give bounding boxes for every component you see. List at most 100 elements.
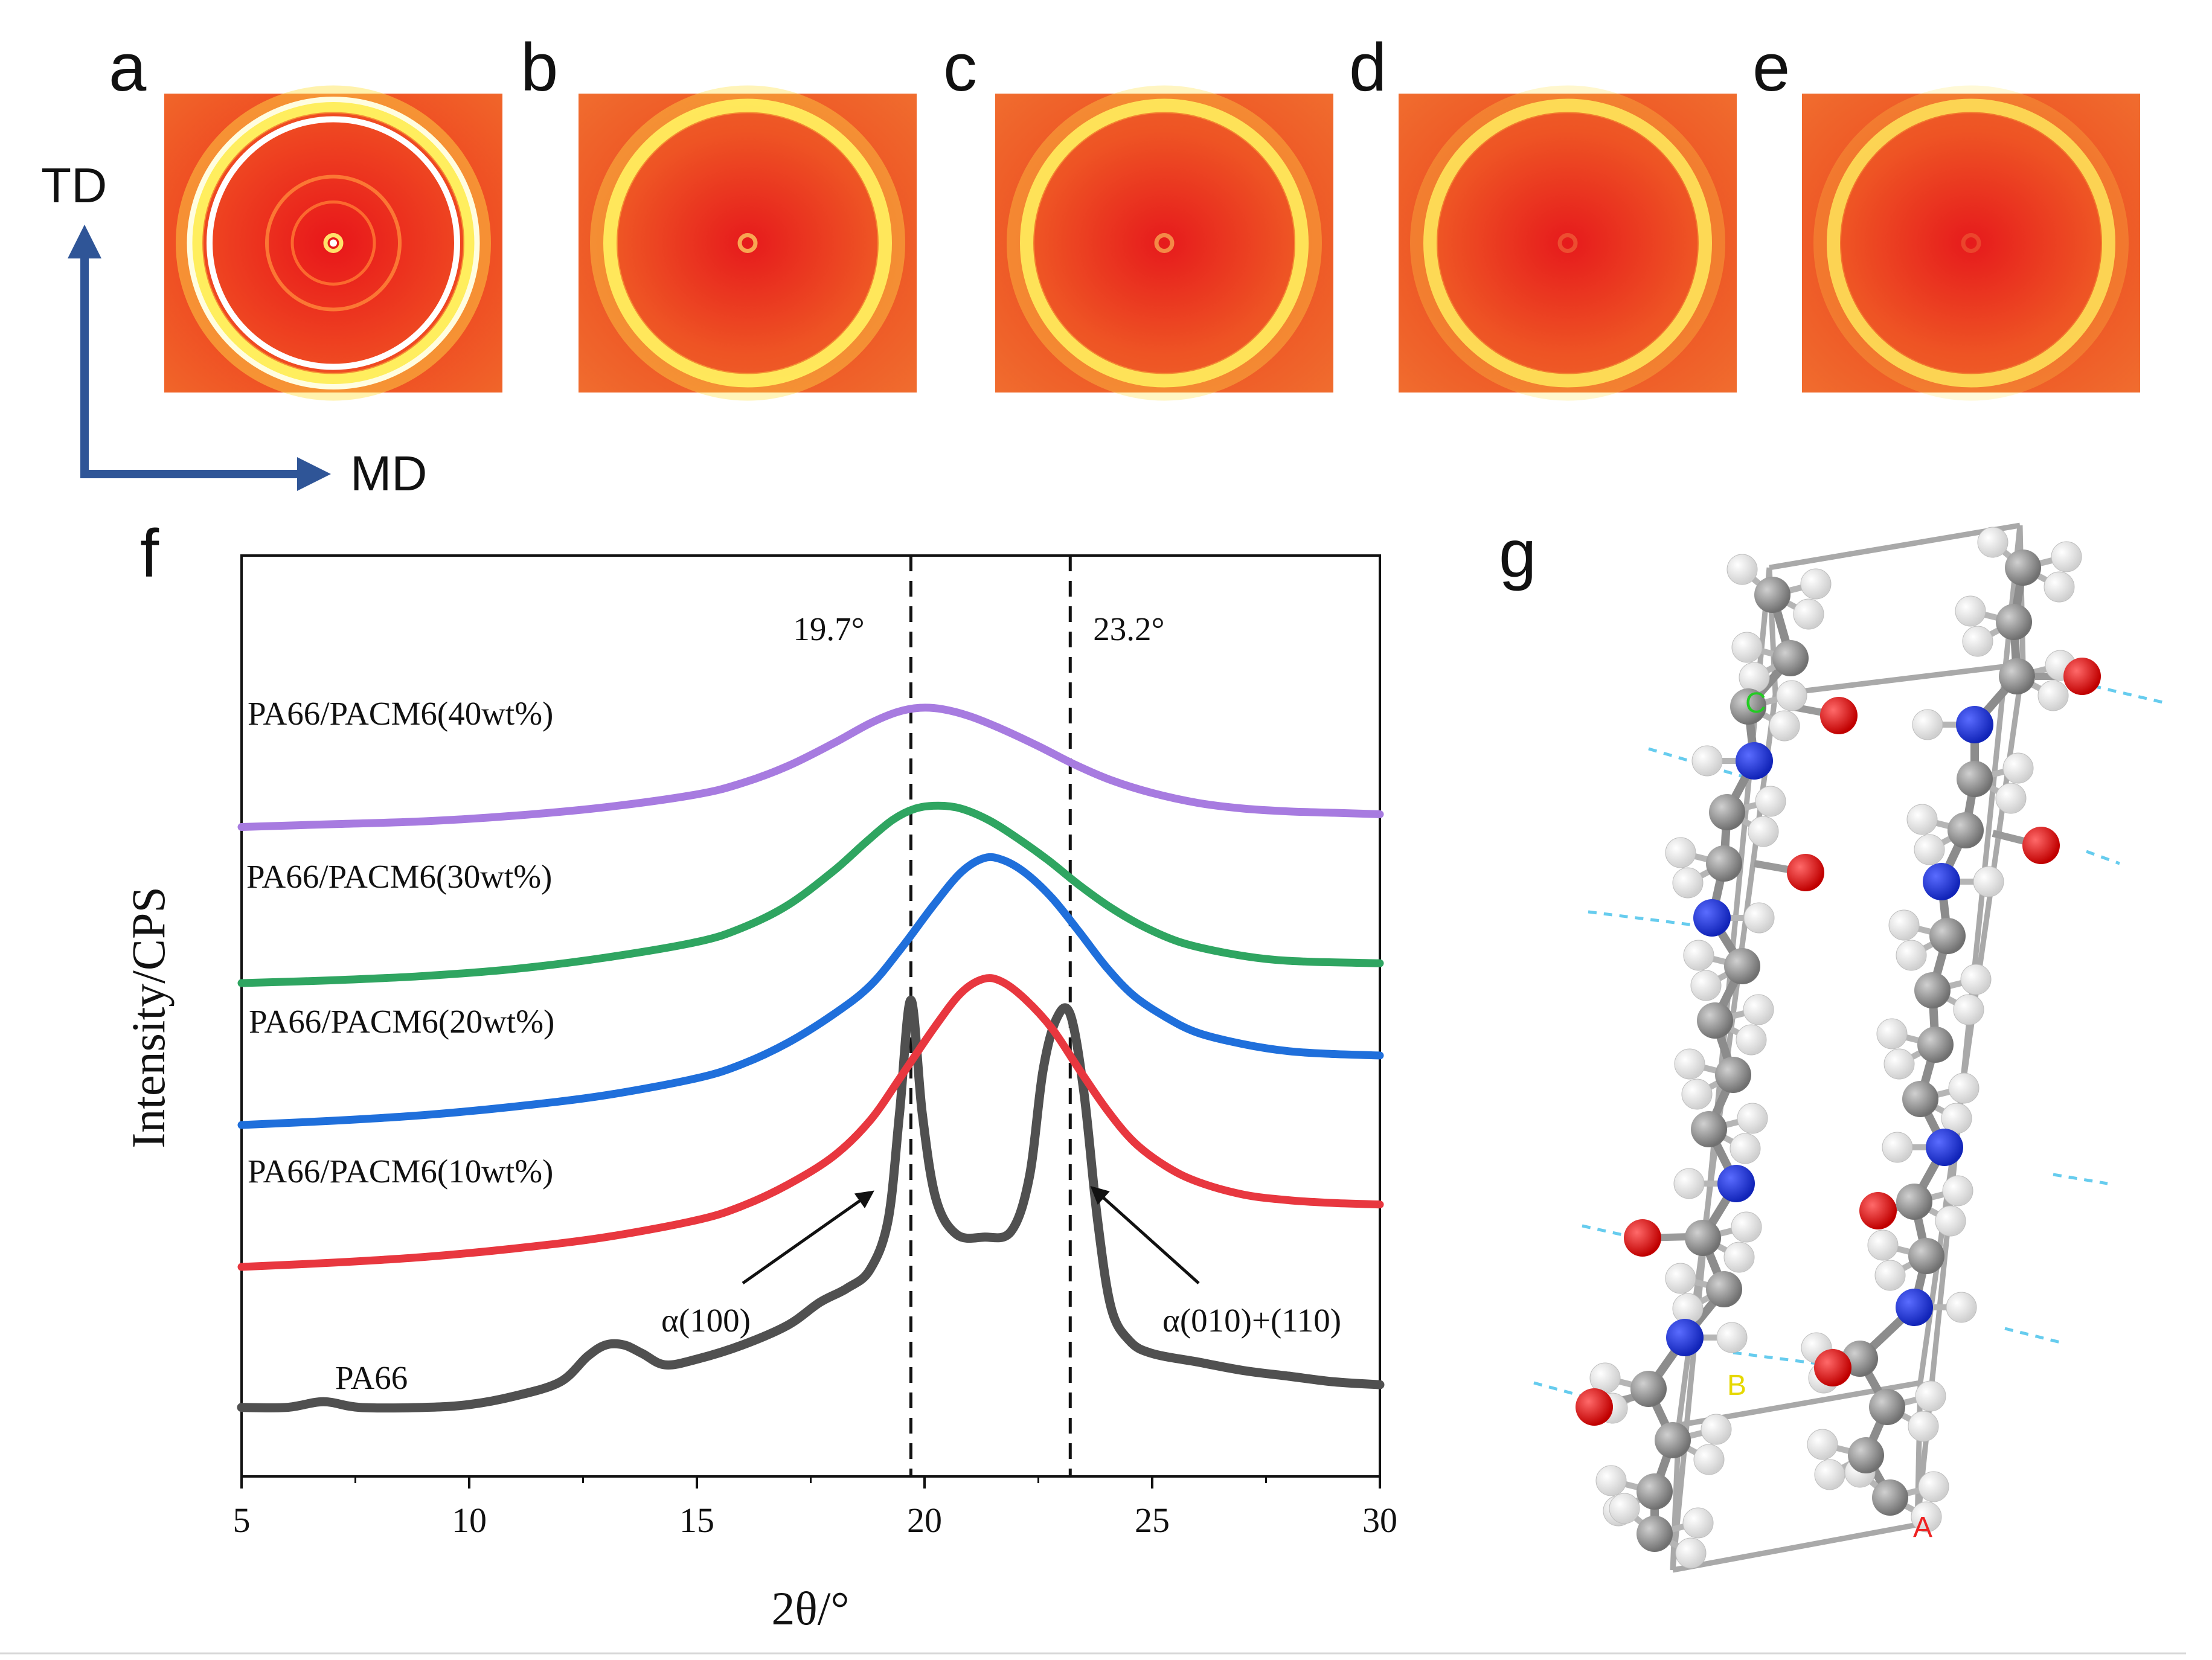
saxs-ring-b [603, 98, 892, 388]
hydrogen-atom-right [1906, 804, 1938, 835]
carbon-atom-left [1637, 1473, 1673, 1510]
carbon-atom-left [1630, 1371, 1667, 1407]
carbon-atom-left [1706, 845, 1742, 882]
carbon-atom-right [1929, 918, 1966, 954]
hydrogen-atom-right [1935, 1205, 1966, 1237]
carbon-atom-left [1697, 1002, 1733, 1039]
hydrogen-atom-left [1701, 1414, 1732, 1445]
carbon-atom-left [1706, 1271, 1742, 1307]
carbon-atom-right [2005, 550, 2041, 586]
hydrogen-atom-right [1912, 709, 1943, 740]
carbon-atom-right [1917, 1027, 1954, 1063]
saxs-pattern-b [579, 85, 917, 401]
hydrogen-atom-right [1888, 909, 1920, 941]
saxs-pattern-a [164, 85, 502, 401]
saxs-background-c [995, 94, 1333, 393]
saxs-background-d [1399, 94, 1737, 393]
series-label-3: PA66/PACM6(30wt%) [246, 858, 552, 895]
hydrogen-atom-left [1726, 554, 1758, 585]
hydrogen-atom-left [1675, 1537, 1707, 1569]
hydrogen-atom-right [1915, 1380, 1946, 1412]
panel-label-c: c [943, 30, 977, 105]
saxs-ring-inner-a [265, 175, 402, 312]
carbon-atom-left [1730, 688, 1766, 725]
crystal-structure: g C B A [1499, 516, 2169, 1573]
carbon-atom-left [1691, 1111, 1727, 1147]
saxs-background-e [1802, 94, 2140, 393]
oxygen-atom-7 [1814, 1349, 1851, 1386]
saxs-center-dot-a [330, 239, 337, 247]
hydrogen-atom-right [2051, 541, 2082, 572]
hydrogen-atom-left [1595, 1465, 1627, 1496]
saxs-center-spot-d [1557, 233, 1578, 253]
hydrogen-atom-left [1731, 1211, 1762, 1243]
hydrogen-atom-right [1918, 1471, 1949, 1502]
saxs-ring-outer-white-a [207, 116, 460, 370]
series-label-1: PA66/PACM6(10wt%) [248, 1153, 553, 1190]
carbon-atom-left [1715, 1057, 1751, 1093]
hydrogen-atom-left [1674, 1048, 1705, 1080]
hydrogen-atom-left [1730, 1133, 1761, 1164]
direction-axes: TD MD [41, 158, 428, 501]
series-label-2: PA66/PACM6(20wt%) [249, 1003, 554, 1040]
series-line-3 [237, 801, 1384, 987]
hydrogen-atom-left [1769, 710, 1800, 742]
saxs-ring-outer-white2-a [187, 97, 480, 389]
carbon-atom-right [1914, 972, 1951, 1008]
hydrogen-atom-left [1683, 940, 1714, 971]
annotation-alpha-100: α(100) [661, 1302, 751, 1339]
oxygen-atom-6 [1576, 1388, 1613, 1426]
panel-label-f: f [140, 516, 159, 591]
y-axis-title: Intensity/CPS [122, 886, 175, 1148]
cell-axis-label-a: A [1913, 1511, 1932, 1543]
hydrogen-atom-right [1874, 1260, 1906, 1291]
panel-label-g: g [1499, 516, 1536, 591]
saxs-center-spot-e [1961, 233, 1981, 253]
x-tick-label-0: 5 [233, 1501, 251, 1540]
hydrogen-atom-right [1942, 1175, 1973, 1207]
hydrogen-atom-right [1876, 1018, 1908, 1050]
hydrogen-atom-right [1946, 1292, 1977, 1323]
hydrogen-bond-3 [1588, 910, 1710, 929]
hydrogen-atom-left [1737, 1103, 1768, 1134]
hydrogen-atom-left [1723, 1242, 1755, 1273]
hydrogen-atom-left [1736, 1024, 1767, 1056]
oxygen-atom-4 [1624, 1219, 1661, 1257]
hydrogen-atom-left [1731, 632, 1763, 663]
series-label-0: PA66 [335, 1359, 408, 1396]
xrd-chart: f 19.7° 23.2° 5 10 15 20 25 30 PA66 PA66/PACM6(… [122, 516, 1397, 1635]
cell-axis-label-c: C [1745, 687, 1766, 719]
oxygen-atom-1 [1787, 854, 1824, 891]
annotation-alpha-010-110: α(010)+(110) [1162, 1302, 1341, 1339]
carbon-atom-right [1869, 1389, 1905, 1425]
series-line-1 [237, 974, 1384, 1271]
series-line-2 [237, 853, 1384, 1129]
nitrogen-atom-left [1693, 899, 1731, 937]
unit-cell-edge-3 [1775, 661, 2024, 697]
panel-label-e: e [1752, 30, 1790, 105]
cell-axis-label-b: B [1727, 1370, 1746, 1402]
saxs-pattern-e [1802, 85, 2140, 401]
hydrogen-atom-left [1793, 598, 1824, 630]
hydrogen-bond-2 [2086, 850, 2120, 865]
unit-cell-edge-0 [1769, 522, 2021, 571]
carbon-atom-right [1957, 761, 1993, 797]
hydrogen-atom-left [1681, 1078, 1713, 1110]
hydrogen-atom-right [1962, 626, 1993, 657]
hydrogen-atom-right [2037, 680, 2069, 711]
carbon-atom-left [1754, 577, 1790, 613]
hydrogen-atom-left [1690, 970, 1722, 1001]
saxs-background-b [579, 94, 917, 393]
hydrogen-atom-right [1973, 866, 2004, 897]
x-tick-label-5: 30 [1362, 1501, 1397, 1540]
hydrogen-atom-left [1800, 568, 1832, 600]
series-line-0 [237, 995, 1385, 1413]
annotation-arrow-alpha-100 [742, 1190, 874, 1285]
oxygen-atom-0 [1820, 697, 1858, 734]
hydrogen-atom-left [1776, 680, 1807, 711]
carbon-atom-right [1996, 604, 2032, 640]
carbon-atom-left [1772, 640, 1809, 676]
hydrogen-bond-6 [2004, 1327, 2066, 1345]
carbon-atom-left [1724, 948, 1760, 984]
